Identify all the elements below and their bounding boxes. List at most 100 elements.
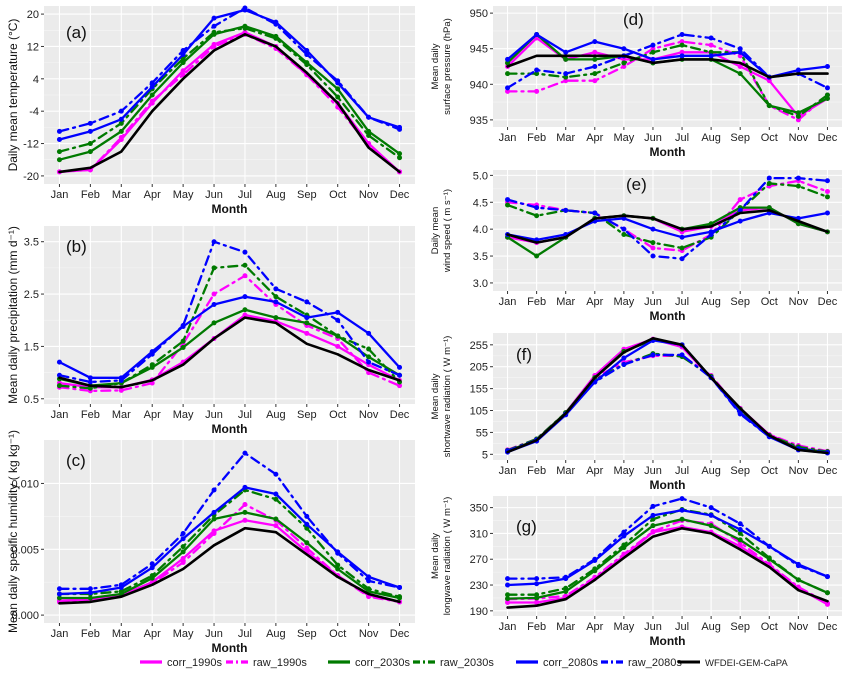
panel-label: (b) [66,237,87,256]
data-point-raw_2080s [592,64,598,69]
series-line-corr_2030s [58,25,401,161]
legend-label: corr_2030s [355,657,411,669]
data-point-corr_2030s [505,596,511,602]
series-line-WFDEI-GEM-CaPA [506,336,829,455]
data-point-corr_1990s [273,523,279,529]
data-point-corr_2030s [766,556,772,562]
x-axis-title: Month [650,145,686,159]
data-point-raw_1990s [650,528,656,534]
y-tick-label: 945 [470,44,488,56]
x-axis-title: Month [650,478,686,492]
data-point-corr_1990s [679,49,685,55]
data-point-corr_2030s [149,364,155,370]
x-tick-label: Apr [586,132,603,144]
x-tick-label: Aug [701,132,721,144]
data-point-corr_2030s [766,103,772,109]
x-tick-label: Apr [144,189,161,201]
data-point-corr_2030s [118,128,124,134]
data-point-corr_2080s [679,53,685,59]
x-tick-label: Dec [818,621,838,633]
data-point-corr_1990s [180,555,186,561]
data-point-corr_2080s [180,324,186,330]
x-tick-label: Mar [112,189,131,201]
x-tick-label: Aug [266,409,286,421]
data-point-raw_2030s [679,42,685,48]
y-tick-label: 935 [470,115,488,127]
data-point-raw_1990s [650,46,656,52]
data-point-corr_2030s [397,595,403,601]
data-point-raw_1990s [118,387,124,393]
data-point-raw_2080s [56,128,62,134]
data-point-raw_2080s [56,586,62,592]
data-point-raw_2080s [505,576,511,582]
series-line-raw_1990s [58,33,401,174]
data-point-raw_2030s [366,132,372,138]
data-point-raw_2030s [242,262,248,268]
data-point-corr_2080s [87,375,93,381]
x-tick-label: Jun [644,465,662,477]
data-point-raw_2030s [335,562,341,568]
x-tick-label: Jun [205,189,223,201]
panel-e: 3.0 3.5 4.0 4.5 5.0 Jan Feb Mar Apr May Jun Jul Aug S… [430,170,842,323]
data-point-raw_2080s [679,256,685,262]
data-point-raw_2080s [242,450,248,456]
data-point-raw_2080s [563,207,569,213]
data-point-raw_2080s [397,372,403,378]
data-point-raw_2030s [180,338,186,344]
data-point-corr_2030s [824,590,830,596]
data-point-corr_2080s [149,84,155,90]
data-point-corr_1990s [242,312,248,318]
y-tick-label: 230 [470,580,488,592]
y-tick-label: 950 [470,8,488,20]
x-tick-label: Mar [556,465,575,477]
data-point-raw_2030s [397,155,403,161]
x-tick-label: Nov [789,621,809,633]
data-point-raw_2080s [563,71,569,77]
x-tick-label: Feb [527,296,546,308]
data-point-raw_1990s [242,273,248,279]
data-point-raw_2030s [650,49,656,55]
data-point-raw_2030s [87,141,93,147]
data-point-corr_2030s [180,344,186,350]
data-point-raw_2030s [180,544,186,550]
data-point-raw_2030s [335,94,341,100]
x-tick-label: Nov [359,409,379,421]
data-point-corr_2080s [118,116,124,122]
data-point-raw_2080s [650,253,656,259]
x-tick-label: Jul [238,189,252,201]
y-axis-title: Mean daily precipitation (mm d⁻¹) [6,226,20,404]
data-point-corr_2030s [242,509,248,515]
plot-background [44,226,415,404]
data-point-raw_2080s [621,226,627,232]
data-point-raw_2080s [366,359,372,365]
data-point-corr_2080s [366,114,372,120]
legend-item: corr_2030s [328,657,411,669]
legend-label: raw_1990s [253,657,307,669]
data-point-corr_2080s [56,359,62,365]
data-point-raw_2030s [650,516,656,522]
data-point-corr_1990s [335,343,341,349]
series-line-raw_1990s [58,274,401,393]
data-point-raw_2030s [795,113,801,119]
data-point-corr_2080s [87,590,93,596]
series-line-WFDEI-GEM-CaPA [506,54,829,79]
y-tick-label: 0.005 [11,544,39,556]
data-point-raw_2080s [534,576,540,582]
x-tick-label: Jul [675,132,689,144]
y-tick-label: 0.5 [24,394,39,406]
data-point-raw_1990s [563,78,569,84]
data-point-corr_2080s [242,7,248,13]
data-point-raw_2030s [824,194,830,200]
y-tick-label: -4 [29,106,39,118]
data-point-corr_2080s [273,491,279,497]
data-point-raw_2080s [304,299,310,305]
x-tick-label: Sep [730,296,750,308]
data-point-raw_1990s [824,189,830,195]
data-point-raw_2080s [87,586,93,592]
data-point-corr_2080s [534,31,540,37]
x-tick-label: Nov [789,296,809,308]
data-point-raw_2080s [592,210,598,216]
panel-label: (a) [66,23,87,42]
panel-d: 935 940 945 950 Jan Feb Mar Apr May Jun Jul Aug Sep O… [430,6,842,159]
data-point-corr_2080s [335,309,341,315]
